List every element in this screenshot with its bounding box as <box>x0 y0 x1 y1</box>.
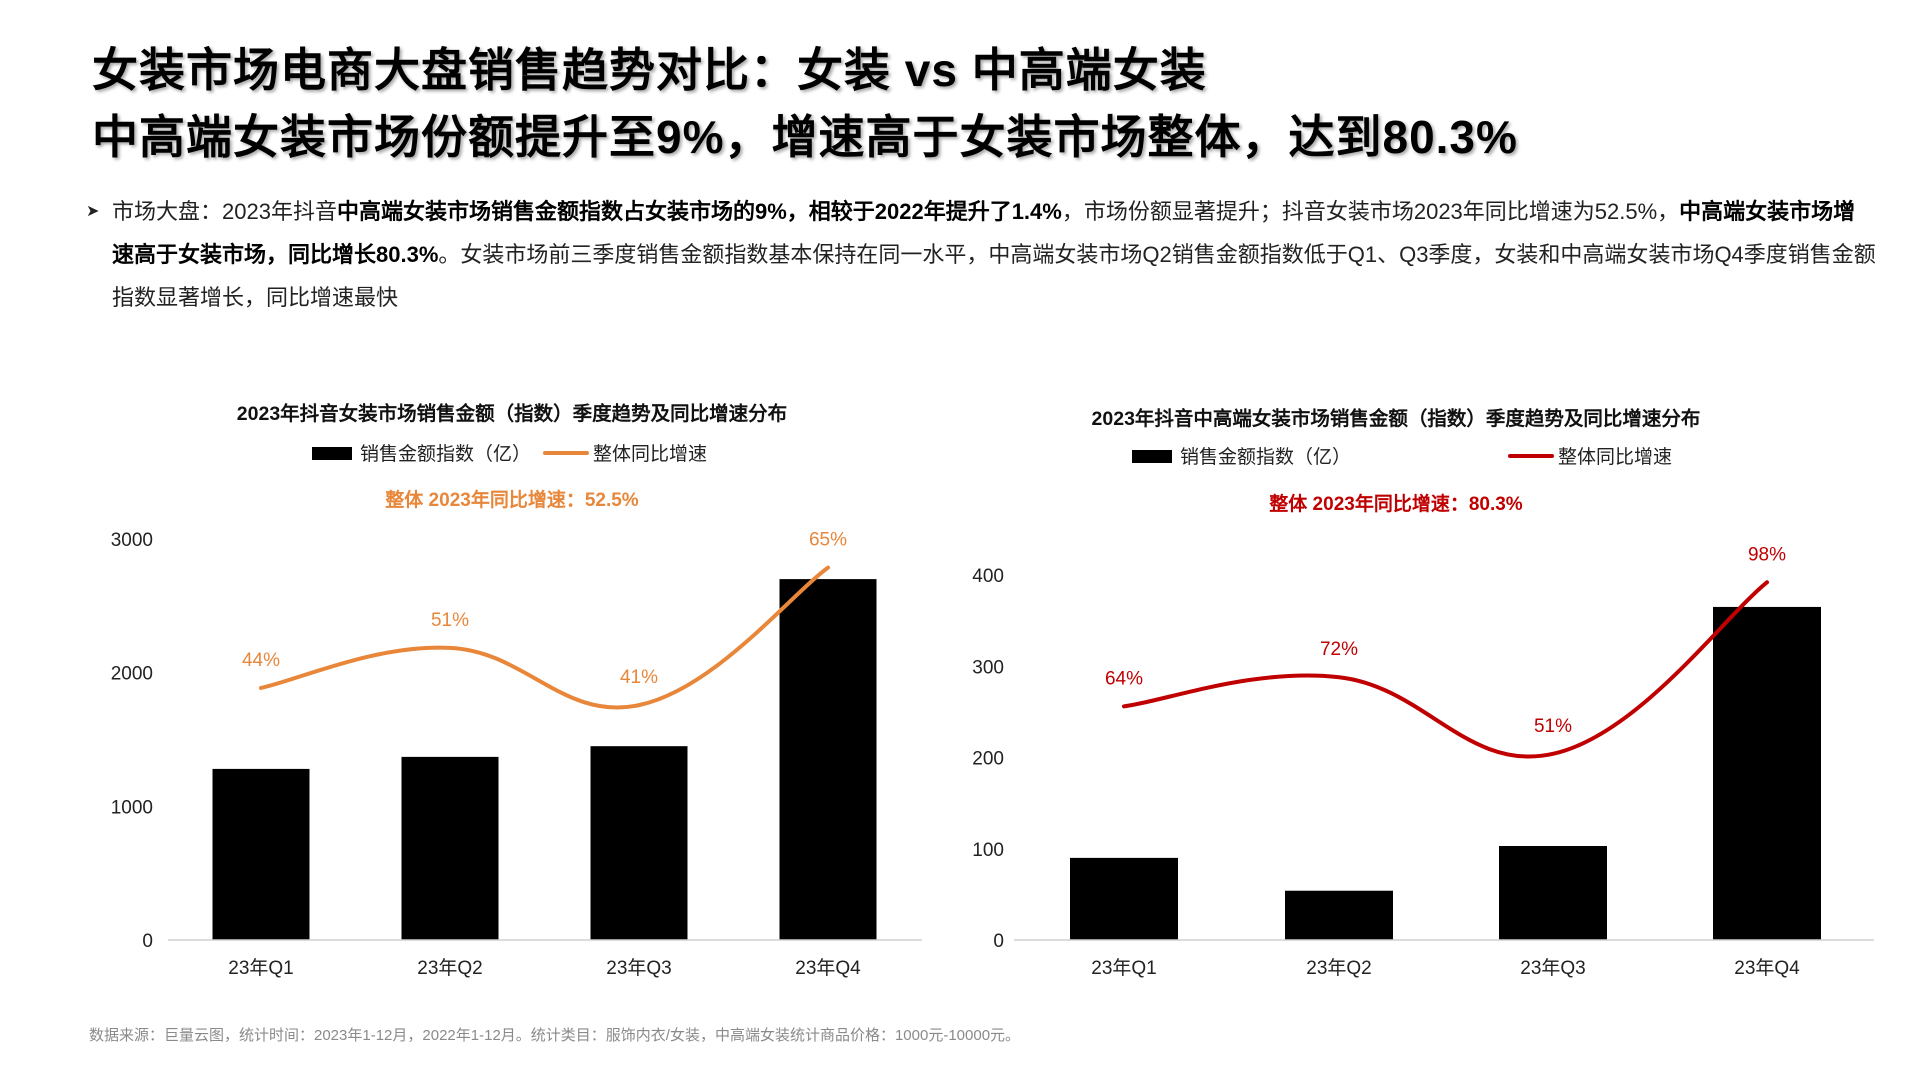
x-tick-label: 23年Q2 <box>417 957 482 979</box>
growth-data-label: 41% <box>620 667 658 688</box>
summary-segment: 市场大盘：2023年抖音 <box>112 199 337 224</box>
summary-segment: 中高端女装市场增速高于女装市场，同比增长80.3% <box>112 199 1856 267</box>
y-tick-label: 0 <box>142 931 153 952</box>
growth-data-label: 51% <box>431 610 469 631</box>
y-tick-label: 3000 <box>111 530 153 551</box>
x-tick-label: 23年Q1 <box>228 957 293 979</box>
chart-subtitle: 整体 2023年同比增速：80.3% <box>1269 492 1523 515</box>
x-tick-label: 23年Q3 <box>606 957 671 979</box>
y-tick-label: 400 <box>972 566 1004 587</box>
legend-bar-swatch <box>312 447 352 460</box>
y-tick-label: 300 <box>972 657 1004 678</box>
page-title-line-2: 中高端女装市场份额提升至9%，增速高于女装市场整体，达到80.3% <box>92 111 1518 163</box>
growth-data-label: 51% <box>1534 716 1572 737</box>
bar-23年Q3 <box>1499 846 1607 940</box>
growth-data-label: 72% <box>1320 639 1358 660</box>
bar-23年Q4 <box>779 579 877 940</box>
growth-rate-line <box>1122 580 1769 759</box>
bar-23年Q3 <box>590 746 688 940</box>
legend-bar-label: 销售金额指数（亿） <box>360 443 531 465</box>
growth-data-label: 65% <box>809 530 847 551</box>
growth-data-label: 44% <box>242 650 280 671</box>
summary-segment: 。女装市场前三季度销售金额指数基本保持在同一水平，中高端女装市场Q2销售金额指数… <box>112 242 1876 310</box>
bar-23年Q2 <box>1285 890 1393 940</box>
summary-segment: ，市场份额显著提升；抖音女装市场2023年同比增速为52.5%， <box>1061 199 1680 224</box>
growth-data-label: 64% <box>1105 668 1143 689</box>
summary-paragraph: ➤ 市场大盘：2023年抖音中高端女装市场销售金额指数占女装市场的9%，相较于2… <box>86 190 1876 319</box>
bar-23年Q1 <box>212 768 310 940</box>
arrowhead-bullet-icon: ➤ <box>86 203 100 220</box>
chart-subtitle: 整体 2023年同比增速：52.5% <box>385 488 639 511</box>
bar-23年Q2 <box>401 756 499 940</box>
summary-segment: 中高端女装市场销售金额指数占女装市场的9%，相较于2022年提升了1.4% <box>336 199 1062 224</box>
y-tick-label: 0 <box>993 931 1004 952</box>
x-tick-label: 23年Q1 <box>1091 957 1156 979</box>
summary-text: 市场大盘：2023年抖音中高端女装市场销售金额指数占女装市场的9%，相较于202… <box>86 190 1876 319</box>
growth-data-label: 98% <box>1748 544 1786 565</box>
bar-23年Q1 <box>1070 857 1178 940</box>
x-tick-label: 23年Q3 <box>1520 957 1585 979</box>
bar-23年Q4 <box>1713 606 1821 940</box>
chart-title: 2023年抖音中高端女装市场销售金额（指数）季度趋势及同比增速分布 <box>1092 407 1701 430</box>
data-source-footnote: 数据来源：巨量云图，统计时间：2023年1-12月，2022年1-12月。统计类… <box>89 1027 1021 1044</box>
x-tick-label: 23年Q2 <box>1306 957 1371 979</box>
page-title-line-1: 女装市场电商大盘销售趋势对比：女装 vs 中高端女装 <box>92 44 1207 96</box>
legend-line-label: 整体同比增速 <box>1558 446 1672 468</box>
x-tick-label: 23年Q4 <box>795 957 861 979</box>
legend-bar-swatch <box>1132 450 1172 463</box>
legend-line-label: 整体同比增速 <box>593 443 707 465</box>
y-tick-label: 1000 <box>111 797 153 818</box>
y-tick-label: 2000 <box>111 664 153 685</box>
growth-rate-line <box>259 565 830 710</box>
y-tick-label: 200 <box>972 749 1004 770</box>
x-tick-label: 23年Q4 <box>1734 957 1800 979</box>
y-tick-label: 100 <box>972 840 1004 861</box>
legend-bar-label: 销售金额指数（亿） <box>1180 446 1351 468</box>
chart-title: 2023年抖音女装市场销售金额（指数）季度趋势及同比增速分布 <box>237 402 787 425</box>
